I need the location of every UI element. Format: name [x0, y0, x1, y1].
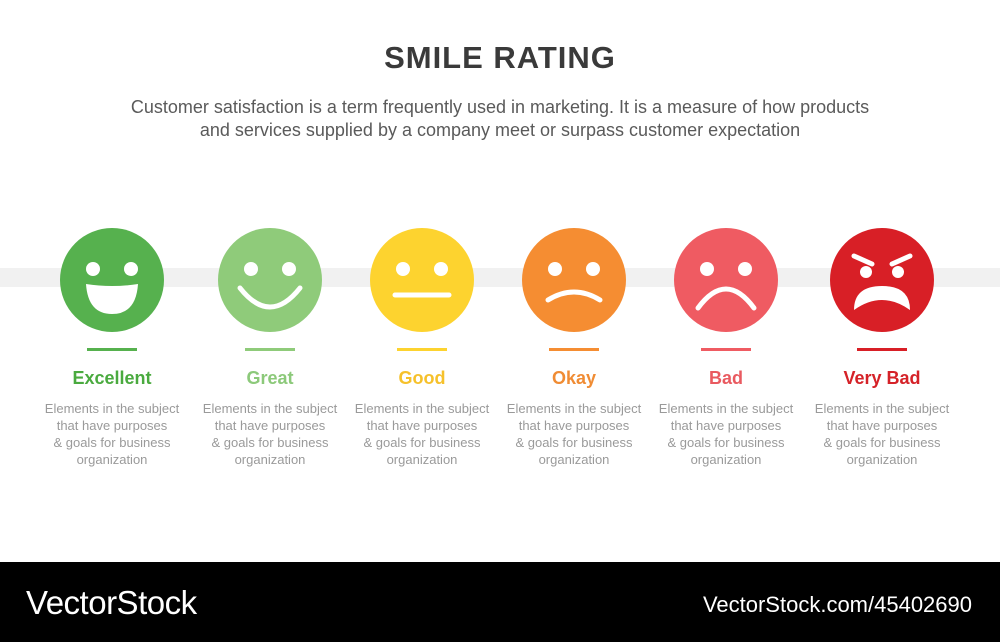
desc-line: organization [538, 452, 610, 467]
angry-face-icon [830, 228, 934, 332]
desc-line: Elements in the subject [814, 401, 950, 416]
brand-url: VectorStock.com/45402690 [702, 592, 972, 617]
desc-line: Elements in the subject [506, 401, 642, 416]
desc-line: & goals for business [515, 435, 633, 450]
desc-line: Elements in the subject [202, 401, 338, 416]
desc-line: organization [234, 452, 306, 467]
rating-bad: Bad Elements in the subject that have pu… [646, 228, 806, 468]
big-smile-face-icon [60, 228, 164, 332]
desc-line: organization [76, 452, 148, 467]
rating-label: Bad [708, 368, 743, 388]
sad-face-icon [674, 228, 778, 332]
desc-line: that have purposes [670, 418, 782, 433]
rating-divider [87, 348, 137, 351]
rating-label: Excellent [72, 368, 152, 388]
rating-divider [397, 348, 447, 351]
desc-line: that have purposes [214, 418, 326, 433]
rating-description: Elements in the subject that have purpos… [190, 400, 350, 468]
desc-line: & goals for business [667, 435, 785, 450]
rating-excellent: Excellent Elements in the subject that h… [32, 228, 192, 468]
rating-label: Very Bad [843, 368, 921, 388]
rating-divider [245, 348, 295, 351]
desc-line: & goals for business [823, 435, 941, 450]
rating-label: Great [246, 368, 294, 388]
rating-divider [857, 348, 907, 351]
desc-line: organization [386, 452, 458, 467]
desc-line: that have purposes [56, 418, 168, 433]
rating-label: Good [398, 368, 446, 388]
rating-description: Elements in the subject that have purpos… [342, 400, 502, 468]
desc-line: that have purposes [366, 418, 478, 433]
desc-line: Elements in the subject [354, 401, 490, 416]
slight-frown-face-icon [522, 228, 626, 332]
desc-line: organization [690, 452, 762, 467]
rating-divider [549, 348, 599, 351]
rating-good: Good Elements in the subject that have p… [342, 228, 502, 468]
footer-bar: VectorStock VectorStock.com/45402690 [0, 562, 1000, 642]
rating-label: Okay [551, 368, 597, 388]
desc-line: & goals for business [53, 435, 171, 450]
desc-line: & goals for business [363, 435, 481, 450]
desc-line: that have purposes [826, 418, 938, 433]
desc-line: Elements in the subject [44, 401, 180, 416]
rating-description: Elements in the subject that have purpos… [32, 400, 192, 468]
subtitle-line-2: and services supplied by a company meet … [199, 120, 801, 140]
subtitle-line-1: Customer satisfaction is a term frequent… [130, 97, 870, 117]
page-subtitle: Customer satisfaction is a term frequent… [60, 96, 940, 142]
desc-line: & goals for business [211, 435, 329, 450]
page-title: SMILE RATING [384, 40, 616, 75]
rating-great: Great Elements in the subject that have … [190, 228, 350, 468]
smile-face-icon [218, 228, 322, 332]
desc-line: Elements in the subject [658, 401, 794, 416]
desc-line: that have purposes [518, 418, 630, 433]
brand-logo: VectorStock [26, 584, 197, 621]
neutral-face-icon [370, 228, 474, 332]
rating-divider [701, 348, 751, 351]
desc-line: organization [846, 452, 918, 467]
rating-okay: Okay Elements in the subject that have p… [494, 228, 654, 468]
rating-description: Elements in the subject that have purpos… [646, 400, 806, 468]
rating-description: Elements in the subject that have purpos… [494, 400, 654, 468]
rating-very-bad: Very Bad Elements in the subject that ha… [802, 228, 962, 468]
rating-description: Elements in the subject that have purpos… [802, 400, 962, 468]
